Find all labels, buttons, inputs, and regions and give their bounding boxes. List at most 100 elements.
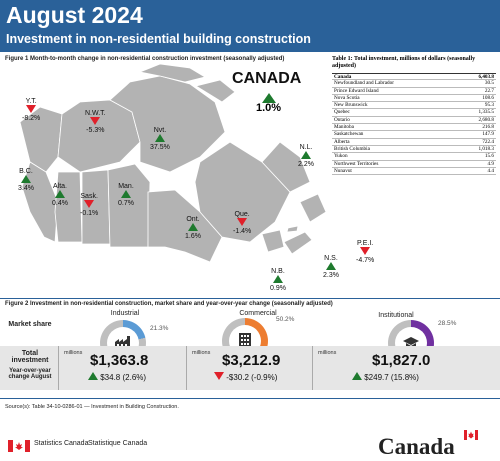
table-row: Ontario 2,680.8 [332, 116, 496, 125]
province-name: B.C. [19, 168, 33, 175]
table-row: Nunavut 4.4 [332, 167, 496, 176]
table-row: Northwest Territories 4.9 [332, 161, 496, 168]
up-arrow-icon [325, 262, 336, 270]
up-arrow-icon [20, 175, 31, 183]
table-cell-region: Alberta [334, 138, 350, 145]
province-nb: N.B. 0.9% [270, 268, 286, 292]
down-arrow-icon [214, 372, 224, 380]
table-cell-region: Ontario [334, 116, 350, 123]
map-newfoundland [299, 193, 327, 223]
share-pct-commercial: 50.2% [276, 316, 295, 323]
canada-value: 1.0% [256, 102, 282, 114]
province-name: Alta. [52, 183, 67, 190]
table-row: Canada 6,403.8 [332, 73, 496, 81]
down-arrow-icon [90, 117, 101, 125]
canada-up-arrow-icon [262, 90, 276, 108]
change-commercial: -$30.2 (-0.9%) [214, 372, 277, 382]
province-name: Que. [234, 211, 250, 218]
map-pei [286, 225, 299, 233]
province-value: 1.6% [185, 233, 201, 240]
map-nunavut [109, 75, 226, 173]
wordmark-text: Canada [378, 434, 455, 459]
province-man: Man. 0.7% [118, 183, 134, 207]
map-new-brunswick [261, 229, 285, 253]
divider [0, 298, 500, 299]
table-cell-value: 22.7 [484, 87, 494, 94]
units-commercial: millions [192, 350, 211, 356]
share-pct-institutional: 28.5% [438, 320, 457, 327]
table-cell-region: Manitoba [334, 124, 354, 131]
row-label-market-share: Market share [8, 321, 52, 328]
province-que: Que. -1.4% [233, 211, 251, 235]
units-industrial: millions [64, 350, 83, 356]
up-arrow-icon [88, 372, 98, 380]
map-labrador [261, 141, 311, 193]
table-cell-value: 147.9 [482, 131, 494, 138]
sector-label-commercial: Commercial [239, 310, 277, 317]
down-arrow-icon [84, 200, 95, 208]
units-institutional: millions [318, 350, 337, 356]
share-pct-industrial: 21.3% [150, 325, 169, 332]
table-row: Nova Scotia 108.6 [332, 94, 496, 103]
total-institutional: $1,827.0 [372, 352, 431, 369]
row-label-yoy: Year-over-year change August [8, 368, 52, 380]
table-row: Manitoba 216.8 [332, 124, 496, 132]
down-arrow-icon [360, 247, 371, 255]
sector-label-industrial: Industrial [110, 310, 140, 317]
change-industrial: $34.8 (2.6%) [88, 372, 146, 382]
table-cell-region: New Brunswick [334, 102, 368, 109]
agency-name-en: Statistics Canada [34, 440, 89, 447]
province-value: -4.7% [356, 257, 375, 264]
map-arctic-islands [138, 63, 236, 103]
canada-map [19, 63, 327, 263]
totals-band [0, 346, 500, 390]
change-value: $34.8 (2.6%) [100, 373, 147, 382]
table-cell-value: 4.4 [487, 167, 494, 174]
up-arrow-icon [187, 223, 198, 231]
province-value: 0.9% [270, 285, 286, 292]
province-name: N.L. [299, 144, 313, 151]
up-arrow-icon [154, 134, 165, 142]
map-bc [21, 161, 59, 243]
table-cell-value: 30.5 [484, 80, 494, 87]
table-cell-region: Northwest Territories [334, 160, 379, 167]
province-name: Y.T. [25, 98, 37, 105]
down-arrow-icon [26, 105, 37, 113]
map-ontario [147, 189, 223, 263]
province-yt: Y.T. -8.2% [22, 98, 40, 122]
table-cell-value: 2,680.8 [478, 116, 494, 123]
province-name: N.B. [271, 268, 285, 275]
canada-flag-icon [8, 440, 30, 452]
table-row: Alberta 722.4 [332, 139, 496, 146]
province-name: Man. [118, 183, 134, 190]
table-cell-region: Canada [334, 74, 352, 80]
change-value: -$30.2 (-0.9%) [226, 373, 278, 382]
table-cell-region: Quebec [334, 109, 350, 116]
up-arrow-icon [300, 151, 311, 159]
province-value: 0.7% [118, 200, 134, 207]
province-alta: Alta. 0.4% [52, 183, 68, 207]
province-name: Ont. [186, 216, 200, 223]
table-row: Saskatchewan 147.9 [332, 131, 496, 139]
table-cell-value: 15.6 [484, 153, 494, 160]
province-value: 2.2% [298, 161, 314, 168]
table-cell-value: 6,403.8 [478, 74, 494, 80]
table-cell-value: 4.9 [487, 160, 494, 167]
up-arrow-icon [272, 275, 283, 283]
sector-label-institutional: Institutional [378, 312, 414, 319]
province-value: -8.2% [22, 115, 41, 122]
table-row: Newfoundland and Labrador 30.5 [332, 80, 496, 88]
province-value: 0.4% [52, 200, 68, 207]
row-label-total-investment: Total investment [11, 350, 49, 364]
table-cell-region: British Columbia [334, 145, 370, 152]
up-arrow-icon [120, 190, 131, 198]
table-cell-value: 108.6 [482, 94, 494, 101]
province-value: 3.4% [18, 185, 34, 192]
province-sask: Sask. -0.1% [80, 193, 98, 217]
table-row: Yukon 15.6 [332, 153, 496, 161]
table-cell-value: 1,335.5 [478, 109, 494, 116]
province-bc: B.C. 3.4% [18, 168, 34, 192]
page-subtitle: Investment in non-residential building c… [6, 32, 311, 46]
table-cell-region: Nova Scotia [334, 94, 360, 101]
column-separator [312, 346, 313, 390]
